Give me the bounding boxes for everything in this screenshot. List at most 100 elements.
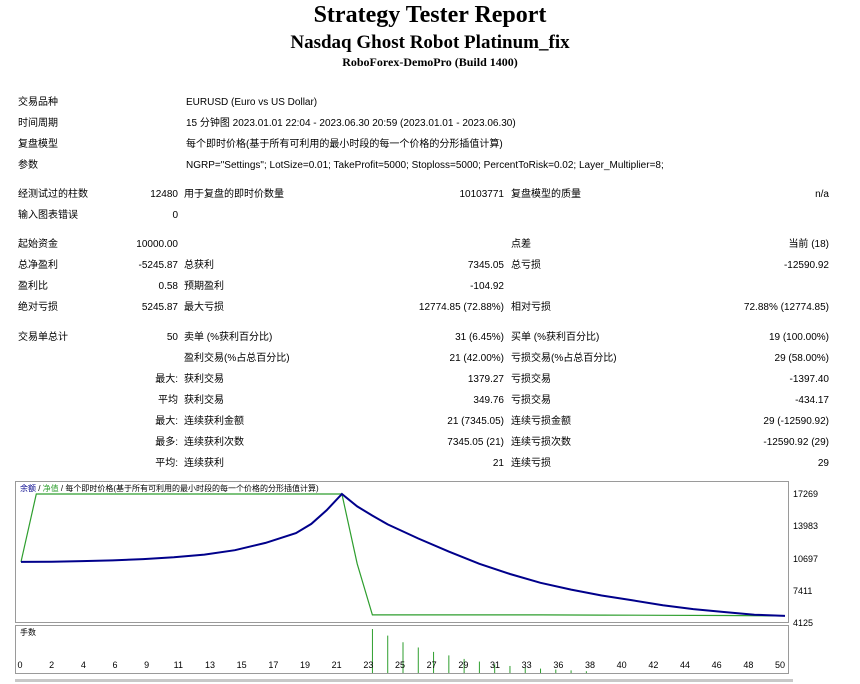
lots-label: 手数 [20, 628, 36, 637]
x-tick: 38 [584, 660, 595, 670]
average-consecutive-win-label: 连续获利 [184, 458, 224, 469]
legend-equity: 净值 [42, 484, 59, 493]
x-tick: 2 [49, 660, 55, 670]
model-value: 每个即时价格(基于所有可利用的最小时段的每一个价格的分形插值计算) [186, 139, 503, 150]
y-tick: 10697 [793, 554, 819, 564]
largest-loss-label: 亏损交易 [511, 374, 551, 385]
average-consecutive-win-value: 21 [492, 458, 504, 469]
maximum-prefix: 最大: [155, 416, 178, 427]
largest-win-label: 获利交易 [184, 374, 224, 385]
legend-balance: 余额 [20, 484, 36, 493]
x-tick: 33 [521, 660, 532, 670]
x-tick: 44 [679, 660, 690, 670]
ticks-label: 用于复盘的即时价数量 [184, 189, 284, 200]
largest-win-value: 1379.27 [467, 374, 504, 385]
x-tick: 48 [743, 660, 754, 670]
legend-model: 每个即时价格(基于所有可利用的最小时段的每一个价格的分形插值计算) [65, 484, 319, 493]
consecutive-win-count-value: 7345.05 (21) [447, 437, 504, 448]
mismatch-label: 输入图表错误 [18, 210, 78, 221]
model-label: 复盘模型 [18, 139, 58, 150]
profit-factor-value: 0.58 [158, 281, 178, 292]
deposit-value: 10000.00 [136, 239, 178, 250]
x-tick: 6 [112, 660, 118, 670]
lots-chart: 手数 [15, 625, 789, 674]
x-tick: 36 [553, 660, 564, 670]
average-prefix: 平均 [158, 395, 178, 406]
balance-chart: 余额 / 净值 / 每个即时价格(基于所有可利用的最小时段的每一个价格的分形插值… [15, 481, 789, 623]
consecutive-loss-amount-label: 连续亏损金额 [511, 416, 571, 427]
gross-profit-value: 7345.05 [467, 260, 504, 271]
bars-label: 经测试过的柱数 [18, 189, 88, 200]
relative-drawdown-label: 相对亏损 [511, 302, 551, 313]
average-loss-value: -434.17 [795, 395, 829, 406]
expert-name: Nasdaq Ghost Robot Platinum_fix [290, 32, 570, 53]
maximal-prefix: 最多: [155, 437, 178, 448]
params-value: NGRP="Settings"; LotSize=0.01; TakeProfi… [186, 160, 664, 171]
report-title: Strategy Tester Report [313, 2, 547, 28]
gross-loss-value: -12590.92 [783, 260, 829, 271]
balance-chart-plot [20, 492, 786, 617]
x-tick: 27 [426, 660, 437, 670]
average-consecutive-loss-value: 29 [817, 458, 829, 469]
legend-separator: / [58, 484, 66, 493]
bars-value: 12480 [150, 189, 178, 200]
profit-trades-value: 21 (42.00%) [449, 353, 504, 364]
short-positions-value: 31 (6.45%) [455, 332, 504, 343]
x-tick: 40 [616, 660, 627, 670]
average-consecutive-loss-label: 连续亏损 [511, 458, 551, 469]
equity-line [20, 493, 786, 617]
maximal-drawdown-value: 12774.85 (72.88%) [418, 302, 504, 313]
x-tick: 50 [774, 660, 785, 670]
net-profit-value: -5245.87 [138, 260, 178, 271]
loss-trades-value: 29 (58.00%) [774, 353, 829, 364]
largest-loss-value: -1397.40 [789, 374, 829, 385]
quality-label: 复盘模型的质量 [511, 189, 581, 200]
gross-loss-label: 总亏损 [511, 260, 541, 271]
symbol-value: EURUSD (Euro vs US Dollar) [186, 97, 318, 108]
x-tick: 11 [173, 660, 183, 670]
average-loss-label: 亏损交易 [511, 395, 551, 406]
loss-trades-label: 亏损交易(%占总百分比) [511, 353, 617, 364]
scrollbar[interactable] [15, 679, 793, 682]
consecutive-win-amount-value: 21 (7345.05) [447, 416, 504, 427]
short-positions-label: 卖单 (%获利百分比) [184, 332, 273, 343]
total-trades-value: 50 [166, 332, 178, 343]
spread-value: 当前 (18) [788, 239, 829, 250]
balance-line [20, 492, 786, 617]
mismatch-value: 0 [172, 210, 178, 221]
x-tick: 9 [144, 660, 150, 670]
y-tick: 13983 [793, 521, 819, 531]
x-tick: 21 [331, 660, 342, 670]
x-tick: 23 [363, 660, 374, 670]
legend-separator: / [36, 484, 43, 493]
maximal-drawdown-label: 最大亏损 [184, 302, 224, 313]
consecutive-win-count-label: 连续获利次数 [184, 437, 244, 448]
x-tick: 25 [394, 660, 405, 670]
consecutive-loss-count-label: 连续亏损次数 [511, 437, 571, 448]
server-build: RoboForex-DemoPro (Build 1400) [342, 55, 518, 69]
params-label: 参数 [18, 160, 38, 171]
absolute-drawdown-value: 5245.87 [141, 302, 178, 313]
expected-payoff-label: 预期盈利 [184, 281, 224, 292]
relative-drawdown-value: 72.88% (12774.85) [743, 302, 829, 313]
x-tick: 42 [648, 660, 659, 670]
x-tick: 29 [458, 660, 469, 670]
net-profit-label: 总净盈利 [18, 260, 58, 271]
average2-prefix: 平均: [155, 458, 178, 469]
consecutive-win-amount-label: 连续获利金额 [184, 416, 244, 427]
largest-prefix: 最大: [155, 374, 178, 385]
expected-payoff-value: -104.92 [470, 281, 504, 292]
y-tick: 17269 [793, 489, 819, 499]
y-tick: 7411 [793, 586, 813, 596]
x-tick: 19 [299, 660, 310, 670]
absolute-drawdown-label: 绝对亏损 [18, 302, 58, 313]
consecutive-loss-amount-value: 29 (-12590.92) [763, 416, 829, 427]
average-win-value: 349.76 [473, 395, 504, 406]
profit-factor-label: 盈利比 [18, 281, 48, 292]
profit-trades-label: 盈利交易(%占总百分比) [184, 353, 290, 364]
long-positions-label: 买单 (%获利百分比) [511, 332, 600, 343]
x-tick: 31 [489, 660, 500, 670]
quality-value: n/a [815, 189, 829, 200]
deposit-label: 起始资金 [18, 239, 58, 250]
long-positions-value: 19 (100.00%) [768, 332, 829, 343]
